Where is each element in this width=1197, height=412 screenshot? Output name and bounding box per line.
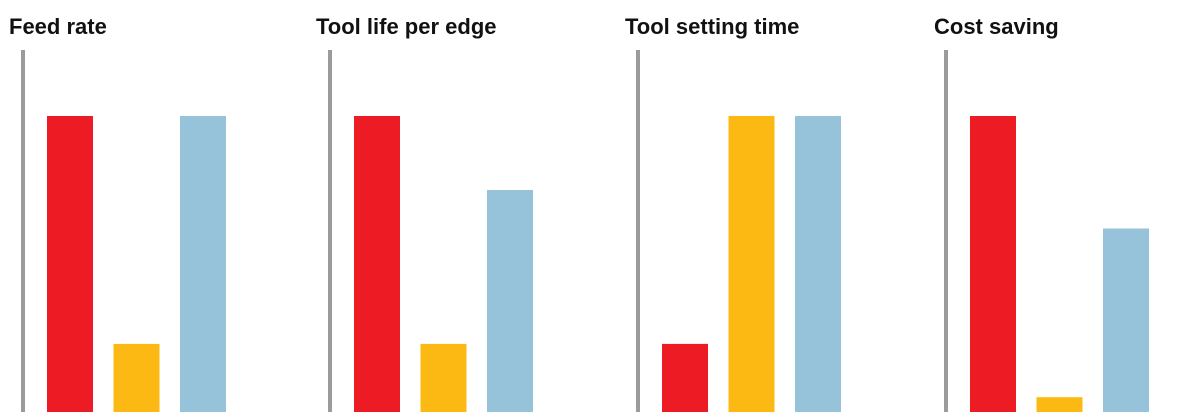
bars-feed-rate	[47, 116, 226, 412]
chart-feed-rate: Feed rate	[9, 14, 226, 412]
bar-yellow	[1036, 397, 1083, 412]
bar-blue	[180, 116, 226, 412]
bar-red	[970, 116, 1016, 412]
chart-title-feed-rate: Feed rate	[9, 14, 107, 39]
chart-cost-saving: Cost saving	[934, 14, 1149, 412]
bar-yellow	[113, 343, 160, 412]
bar-blue	[795, 116, 841, 412]
bars-tool-setting-time	[662, 116, 841, 412]
bars-tool-life-per-edge	[354, 116, 533, 412]
bar-red	[354, 116, 400, 412]
bar-red	[662, 343, 708, 412]
chart-tool-setting-time: Tool setting time	[625, 14, 841, 412]
chart-title-tool-setting-time: Tool setting time	[625, 14, 799, 39]
bar-yellow	[420, 343, 467, 412]
bars-cost-saving	[970, 116, 1149, 412]
chart-tool-life-per-edge: Tool life per edge	[316, 14, 533, 412]
chart-title-cost-saving: Cost saving	[934, 14, 1059, 39]
bar-blue	[487, 190, 533, 412]
chart-title-tool-life-per-edge: Tool life per edge	[316, 14, 497, 39]
bar-yellow	[728, 116, 775, 412]
bar-red	[47, 116, 93, 412]
bar-blue	[1103, 228, 1149, 412]
